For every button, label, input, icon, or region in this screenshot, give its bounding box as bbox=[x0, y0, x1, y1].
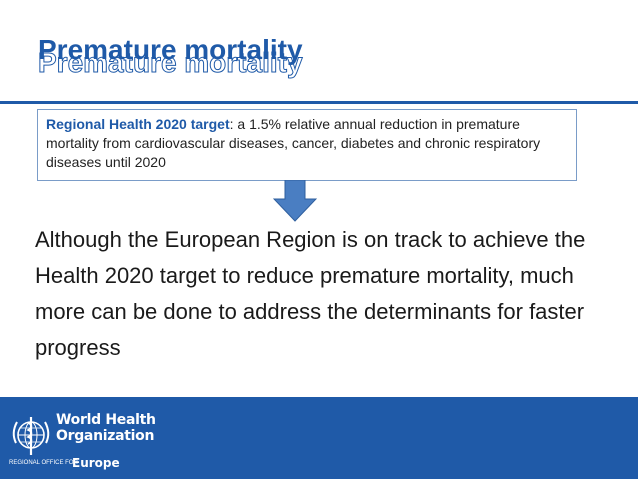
regional-office-label: Regional Office for bbox=[9, 460, 78, 466]
slide-title: Premature mortality Premature mortality bbox=[38, 30, 304, 79]
target-callout-box: Regional Health 2020 target: a 1.5% rela… bbox=[37, 109, 577, 181]
slide-title-text: Premature mortality bbox=[38, 34, 303, 65]
organization-name: World Health Organization bbox=[56, 412, 156, 444]
target-text: : a 1.5% relative annual reduction in pr… bbox=[46, 116, 541, 170]
footer-bar: World Health Organization Regional Offic… bbox=[0, 397, 638, 479]
title-divider bbox=[0, 101, 638, 104]
who-emblem-icon bbox=[12, 417, 50, 455]
body-paragraph: Although the European Region is on track… bbox=[35, 227, 586, 360]
region-label: Europe bbox=[72, 456, 120, 470]
down-arrow-icon bbox=[273, 180, 317, 222]
target-lead: Regional Health 2020 target bbox=[46, 116, 230, 132]
slide-title-echo: Premature mortality bbox=[38, 47, 304, 79]
